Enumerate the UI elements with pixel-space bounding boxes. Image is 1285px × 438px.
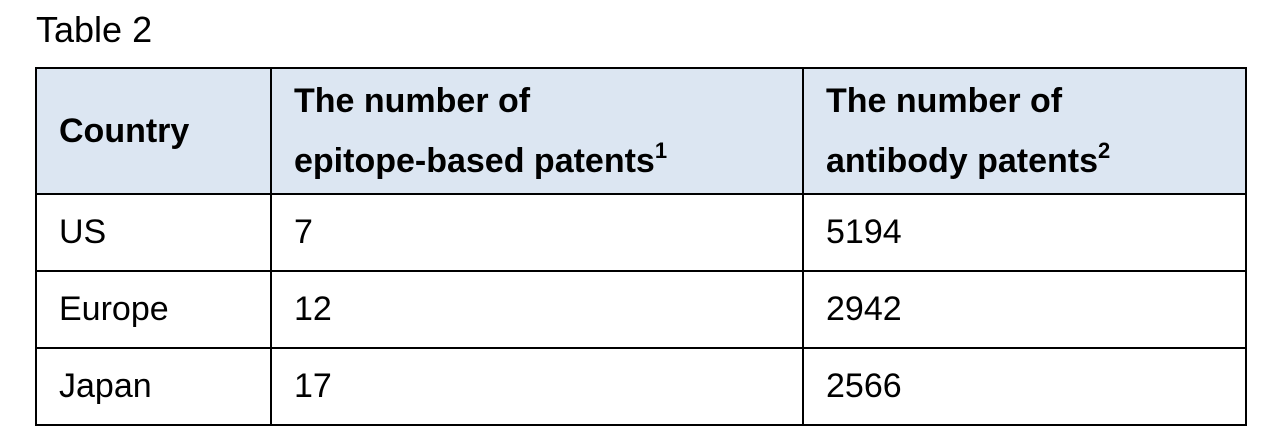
table-cell: 17	[270, 347, 804, 426]
footnote-marker: 2	[1098, 138, 1111, 163]
table-cell: 5194	[802, 193, 1247, 272]
data-table: Country The number of epitope-based patent…	[35, 67, 1247, 426]
table-cell: 2566	[802, 347, 1247, 426]
header-cell: The number of antibody patents2	[802, 67, 1247, 195]
table-cell: US	[35, 193, 272, 272]
header-line: epitope-based patents1	[294, 138, 668, 181]
table-row: US 7 5194	[35, 193, 1247, 272]
table-cell: 7	[270, 193, 804, 272]
table-body: US 7 5194 Europe 12 2942 Japan 17 2566	[35, 193, 1247, 426]
header-cell: Country	[35, 67, 272, 195]
header-row: Country The number of epitope-based patent…	[35, 67, 1247, 195]
header-line: The number of	[826, 82, 1063, 120]
header-line: Country	[59, 112, 190, 150]
header-line: antibody patents2	[826, 138, 1111, 181]
table-row: Japan 17 2566	[35, 347, 1247, 426]
table-cell: 12	[270, 270, 804, 349]
table-cell: Europe	[35, 270, 272, 349]
footnote-marker: 1	[654, 138, 668, 163]
header-cell: The number of epitope-based patents1	[270, 67, 804, 195]
table-cell: 2942	[802, 270, 1247, 349]
table-title: Table 2	[36, 9, 153, 50]
header-line: The number of	[294, 82, 531, 120]
table-cell: Japan	[35, 347, 272, 426]
table-row: Europe 12 2942	[35, 270, 1247, 349]
